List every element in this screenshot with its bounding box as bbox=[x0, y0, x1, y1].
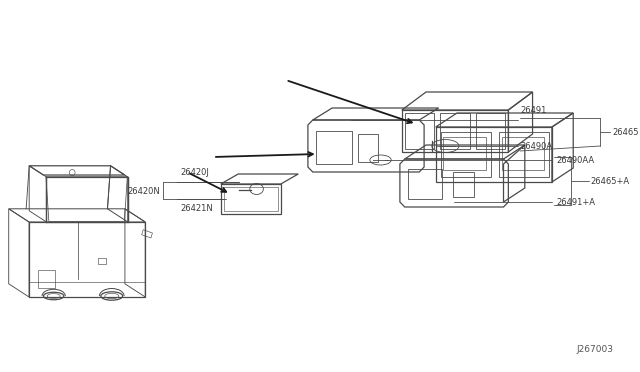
Bar bbox=[499, 132, 549, 177]
Text: 26491: 26491 bbox=[520, 106, 547, 115]
Text: 26421N: 26421N bbox=[180, 204, 213, 213]
Text: 26465: 26465 bbox=[612, 128, 639, 137]
Text: 26490AA: 26490AA bbox=[557, 155, 595, 164]
Text: J267003: J267003 bbox=[576, 345, 613, 354]
Text: 26420N: 26420N bbox=[127, 186, 160, 196]
Bar bbox=[98, 258, 106, 264]
Bar bbox=[502, 137, 544, 170]
Bar bbox=[408, 169, 442, 199]
Bar bbox=[221, 184, 281, 214]
Bar bbox=[444, 137, 486, 170]
Bar bbox=[223, 187, 278, 211]
Bar bbox=[404, 113, 435, 149]
Text: 26490A: 26490A bbox=[520, 141, 552, 151]
Text: 26491+A: 26491+A bbox=[557, 198, 596, 206]
Bar bbox=[440, 132, 491, 177]
Bar bbox=[440, 113, 470, 149]
Text: 26465+A: 26465+A bbox=[591, 176, 630, 186]
Text: 26420J: 26420J bbox=[180, 168, 209, 177]
Bar bbox=[453, 172, 474, 197]
Bar bbox=[358, 134, 378, 162]
Bar bbox=[476, 113, 506, 149]
Bar bbox=[316, 131, 353, 164]
